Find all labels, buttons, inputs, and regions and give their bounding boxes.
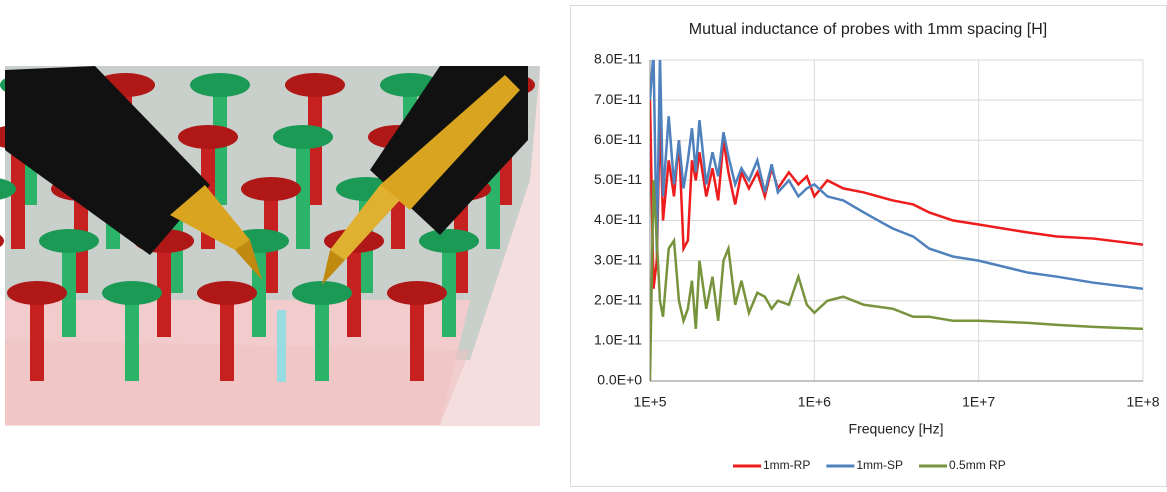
x-tick-label: 1E+5 bbox=[633, 394, 666, 410]
pad bbox=[190, 73, 250, 97]
x-tick-label: 1E+6 bbox=[798, 394, 831, 410]
y-tick-label: 3.0E-11 bbox=[594, 251, 642, 267]
pad bbox=[419, 229, 479, 253]
legend-label: 1mm-SP bbox=[856, 458, 903, 472]
pad bbox=[39, 229, 99, 253]
y-tick-label: 2.0E-11 bbox=[594, 291, 642, 307]
x-tick-label: 1E+8 bbox=[1126, 394, 1159, 410]
y-tick-label: 6.0E-11 bbox=[594, 131, 642, 147]
pad bbox=[241, 177, 301, 201]
pad bbox=[7, 281, 67, 305]
x-axis-label: Frequency [Hz] bbox=[849, 421, 944, 437]
y-tick-label: 0.0E+0 bbox=[597, 372, 642, 388]
pad bbox=[0, 229, 4, 253]
page: Mutual inductance of probes with 1mm spa… bbox=[0, 0, 1167, 487]
pin bbox=[410, 293, 424, 381]
series-line bbox=[650, 180, 1143, 381]
y-tick-label: 8.0E-11 bbox=[594, 51, 642, 67]
board-edge bbox=[5, 340, 470, 425]
pin bbox=[315, 293, 329, 381]
pin bbox=[220, 293, 234, 381]
pad bbox=[197, 281, 257, 305]
trace bbox=[277, 310, 286, 382]
chart-title: Mutual inductance of probes with 1mm spa… bbox=[689, 21, 1047, 38]
series-line bbox=[650, 52, 1143, 289]
y-tick-label: 5.0E-11 bbox=[594, 171, 642, 187]
pad bbox=[387, 281, 447, 305]
y-tick-label: 1.0E-11 bbox=[594, 332, 642, 348]
legend-label: 0.5mm RP bbox=[949, 458, 1006, 472]
y-tick-label: 4.0E-11 bbox=[594, 211, 642, 227]
pad bbox=[292, 281, 352, 305]
pad bbox=[178, 125, 238, 149]
pad bbox=[273, 125, 333, 149]
y-tick-label: 7.0E-11 bbox=[594, 91, 642, 107]
pin bbox=[125, 293, 139, 381]
pad bbox=[102, 281, 162, 305]
chart: Mutual inductance of probes with 1mm spa… bbox=[594, 21, 1160, 472]
pad bbox=[285, 73, 345, 97]
x-tick-label: 1E+7 bbox=[962, 394, 995, 410]
legend-label: 1mm-RP bbox=[763, 458, 810, 472]
pin bbox=[30, 293, 44, 381]
